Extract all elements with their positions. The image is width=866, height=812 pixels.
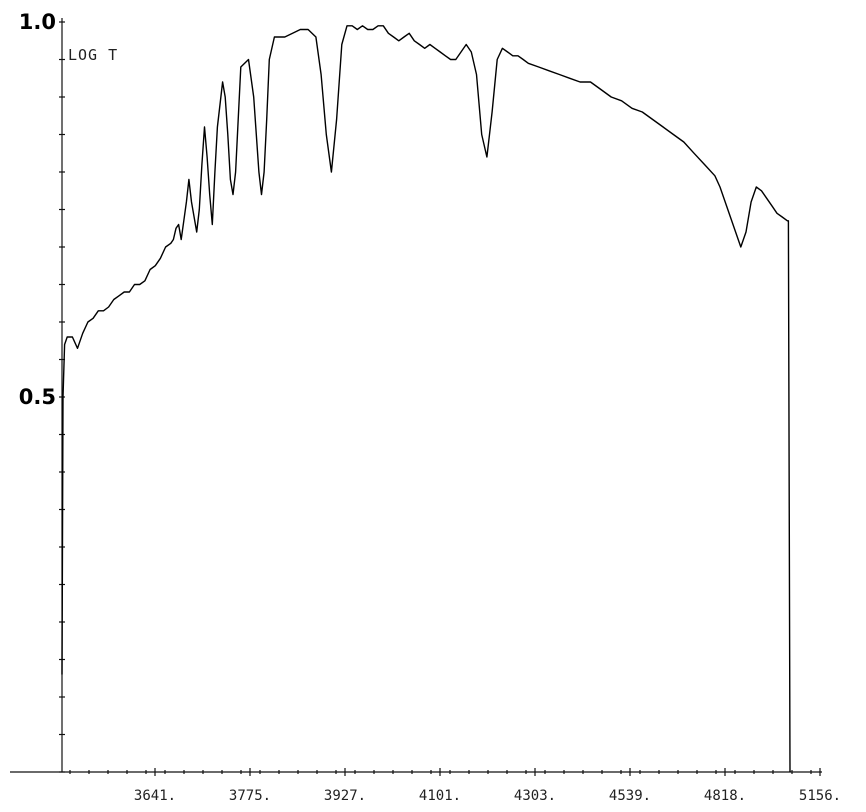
x-tick-label: 3775. [229, 788, 271, 804]
x-axis-ticks: 3641. 3775. 3927. 4101. 4303. 4539. 4818. 5156. [69, 768, 841, 804]
y-tick-label: 0.5 [19, 385, 56, 409]
x-tick-label: 4101. [419, 788, 461, 804]
spectrum-series-line [61, 25, 791, 773]
x-tick-label: 4303. [514, 788, 556, 804]
series-group [61, 25, 791, 773]
x-tick-label: 4539. [609, 788, 651, 804]
x-tick-label: 4818. [704, 788, 746, 804]
y-tick-label: 1.0 [19, 10, 56, 34]
x-tick-label: 5156. [799, 788, 841, 804]
axes [10, 18, 822, 773]
y-axis-label: LOG T [68, 46, 118, 64]
x-tick-label: 3927. [324, 788, 366, 804]
y-axis-ticks: 1.0 0.5 [19, 10, 65, 773]
x-tick-label: 3641. [134, 788, 176, 804]
